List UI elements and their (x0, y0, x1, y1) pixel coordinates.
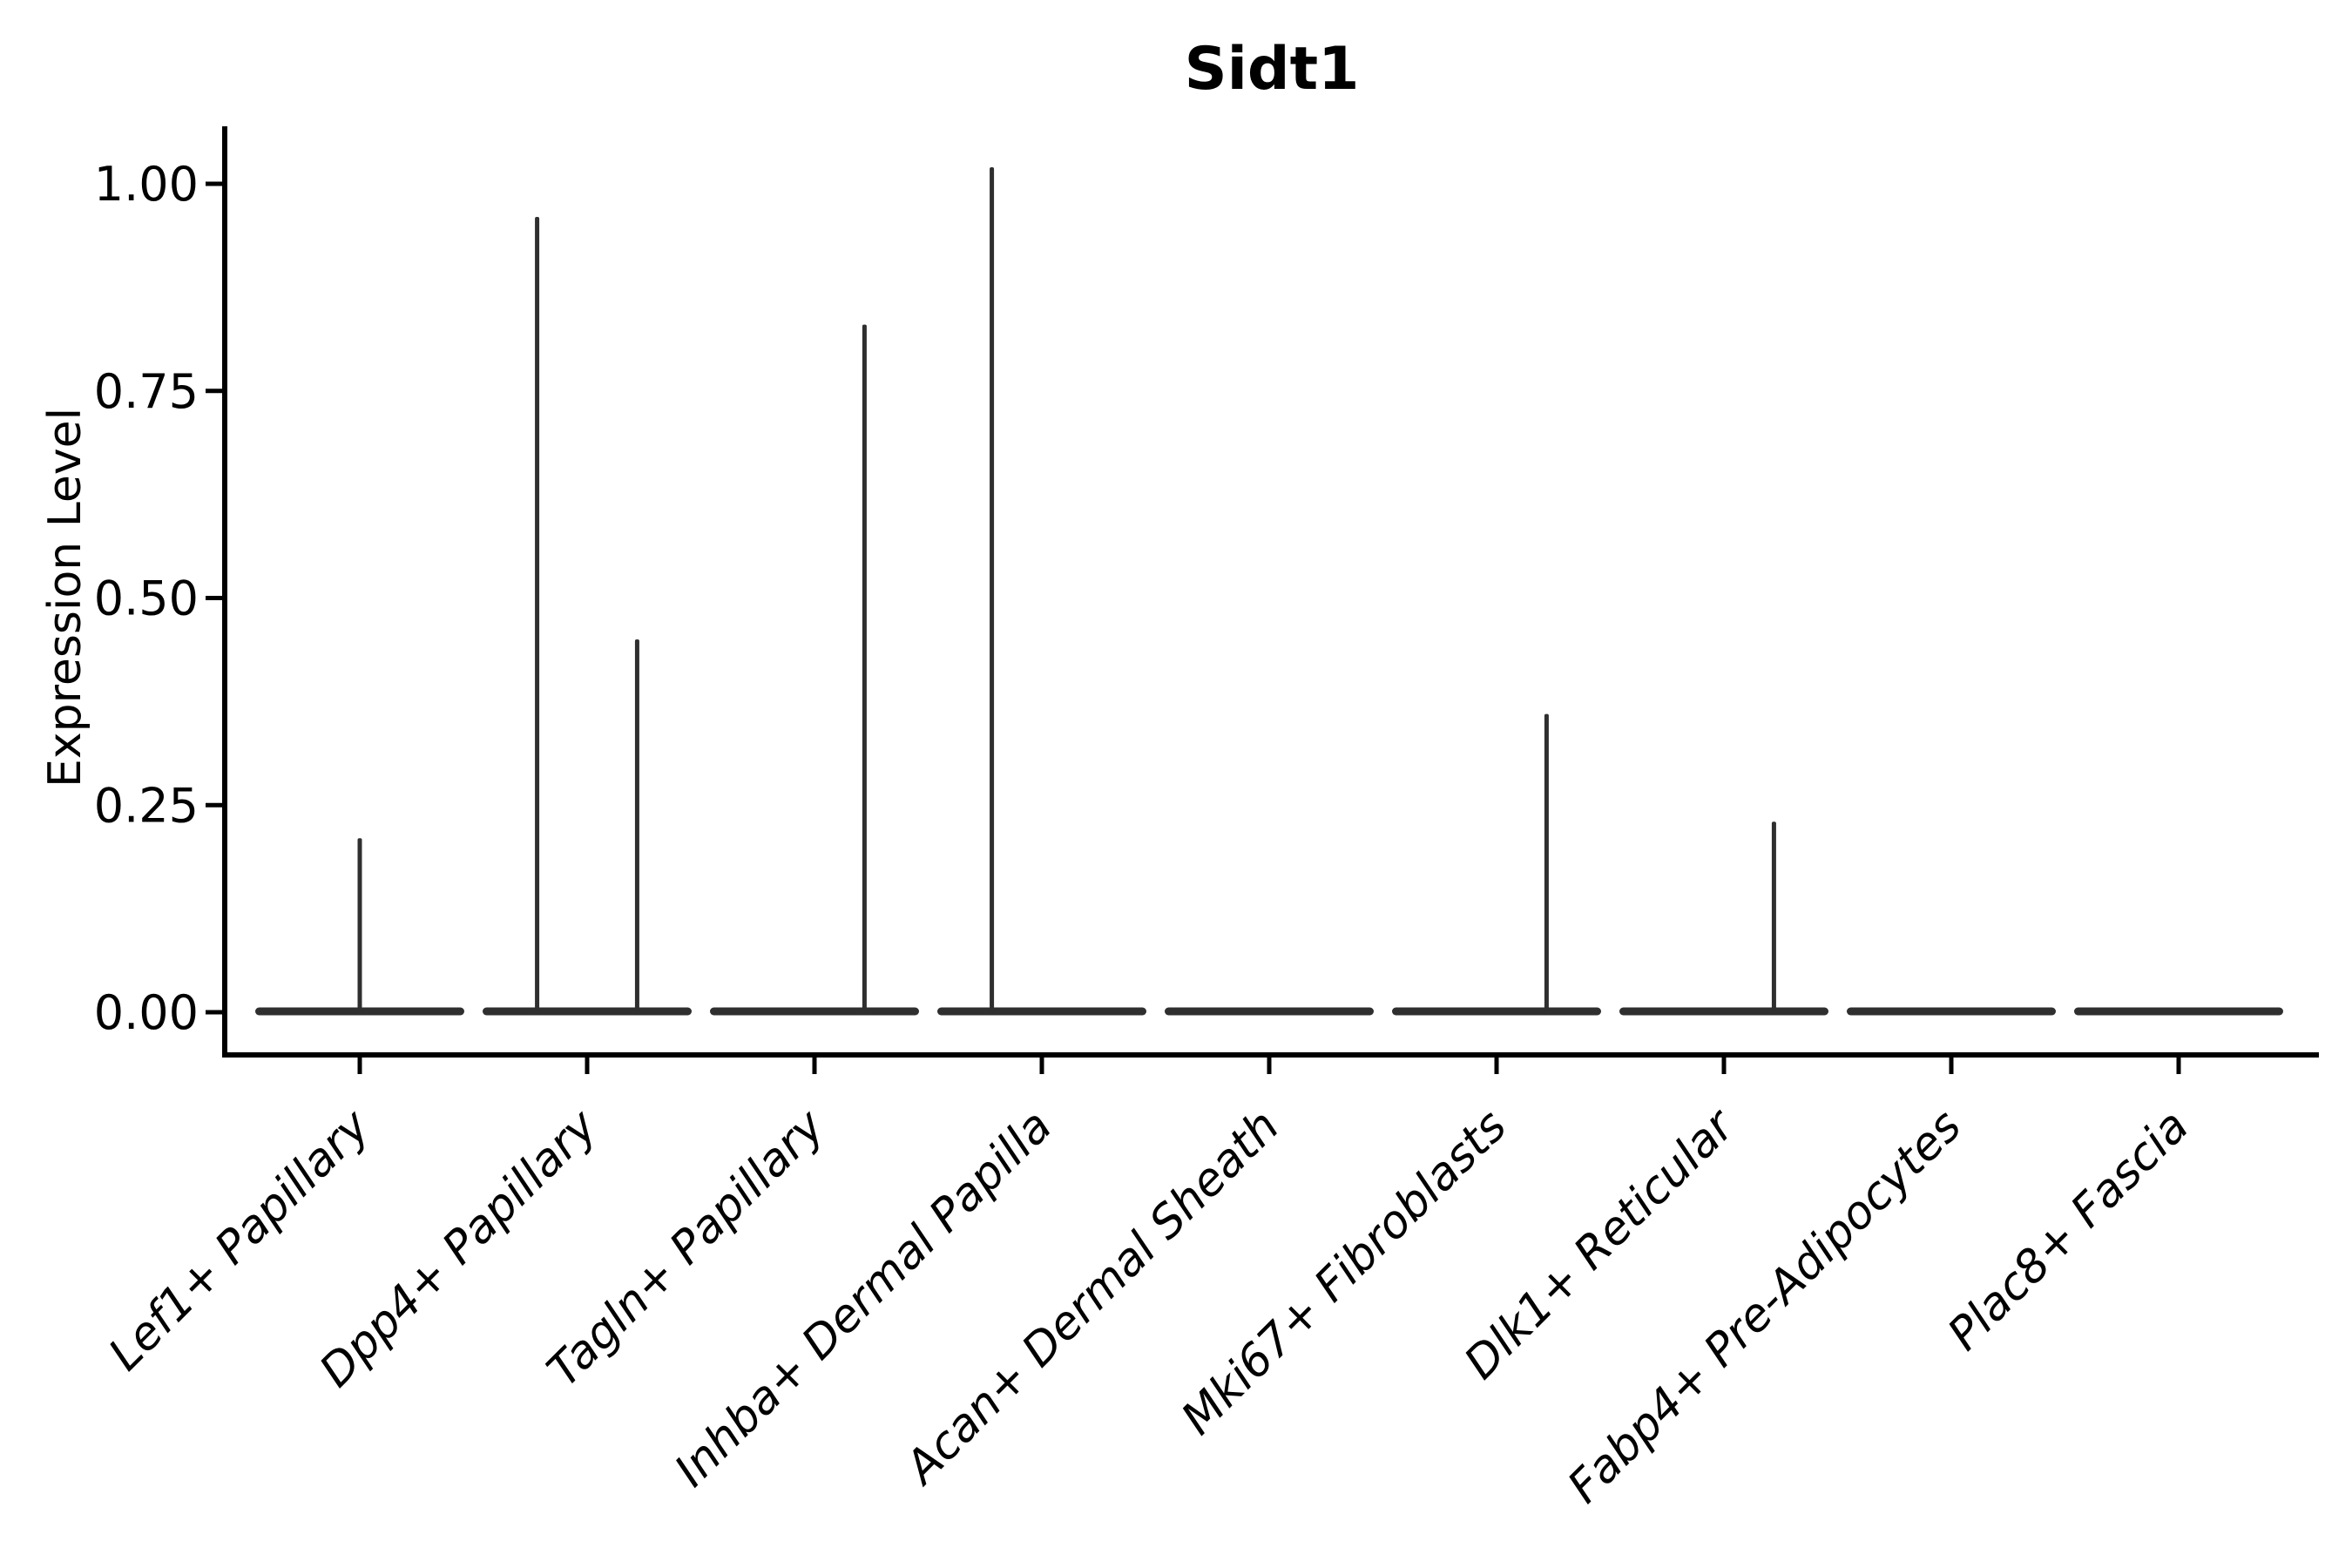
chart-title: Sidt1 (1185, 35, 1360, 104)
y-tick-label: 1.00 (94, 157, 199, 212)
y-tick-label: 0.50 (94, 571, 199, 626)
violin-spike (1544, 713, 1549, 1011)
x-tick-label: Fabp4+ Pre-Adipocytes (1558, 1100, 1972, 1514)
x-tick-label: Plac8+ Fascia (1938, 1100, 2199, 1361)
y-axis-label: Expression Level (39, 408, 91, 787)
y-tick-label: 0.25 (94, 778, 199, 833)
x-tick-label: Acan+ Dermal Sheath (894, 1100, 1289, 1496)
y-tick-label: 0.00 (94, 985, 199, 1040)
x-tick-label: Inhba+ Dermal Papilla (665, 1100, 1062, 1497)
violin-spike (357, 838, 362, 1011)
violin-base (937, 1007, 1146, 1016)
violin-base (1392, 1007, 1601, 1016)
violin-base (1619, 1007, 1828, 1016)
violin-spike (862, 324, 867, 1011)
violin-spike (535, 217, 540, 1012)
violin-base (483, 1007, 692, 1016)
violin-base (1165, 1007, 1374, 1016)
violin-spike (1771, 821, 1776, 1011)
y-tick-label: 0.75 (94, 364, 199, 419)
violin-spike (990, 166, 995, 1012)
violin-base (710, 1007, 919, 1016)
violin-base (2074, 1007, 2283, 1016)
violin-spike (634, 639, 639, 1011)
violin-base (1847, 1007, 2056, 1016)
